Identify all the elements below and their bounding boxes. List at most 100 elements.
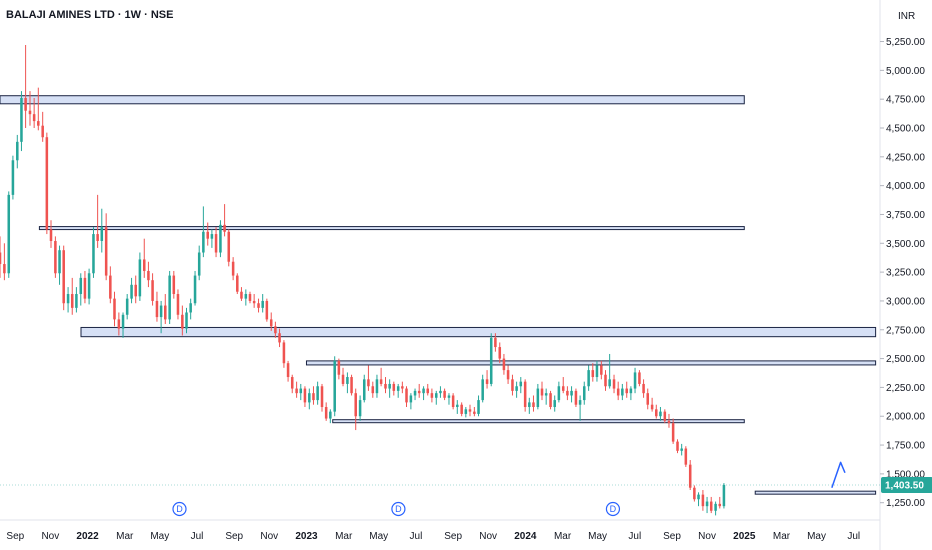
candle-up	[219, 224, 222, 253]
candle-up	[375, 379, 379, 394]
candle-up	[100, 227, 104, 241]
y-tick-label: 3,250.00	[886, 268, 925, 279]
dividend-marker	[172, 501, 187, 517]
candle-up	[189, 303, 192, 313]
y-tick-label: 2,500.00	[886, 354, 925, 365]
candle-up	[16, 141, 19, 161]
x-tick-label: 2022	[76, 531, 99, 542]
candle-down	[290, 377, 294, 389]
y-tick-label: 2,250.00	[886, 383, 925, 394]
candle-down	[155, 300, 159, 318]
price-zone	[305, 360, 877, 366]
candle-down	[498, 347, 502, 359]
candle-down	[684, 448, 688, 465]
candle-up	[299, 388, 303, 394]
candle-up	[7, 194, 11, 274]
x-tick-label: Nov	[41, 531, 59, 542]
y-tick-label: 1,500.00	[886, 469, 925, 480]
candle-down	[549, 393, 552, 408]
candle-up	[92, 234, 95, 274]
last-price-tag	[881, 477, 932, 494]
candle-down	[625, 388, 628, 394]
candle-down	[443, 390, 446, 398]
price-zone	[332, 419, 745, 424]
candle-down	[0, 252, 2, 265]
candle-down	[523, 381, 527, 408]
candle-up	[544, 393, 548, 396]
x-tick-label: 2023	[295, 531, 318, 542]
candle-down	[164, 305, 167, 320]
candle-down	[367, 379, 370, 387]
candle-down	[405, 388, 408, 403]
candle-up	[570, 390, 573, 396]
x-tick-label: Sep	[663, 531, 681, 542]
x-tick-label: Mar	[773, 531, 791, 542]
candle-up	[582, 386, 586, 401]
candle-down	[134, 284, 137, 297]
x-tick-label: Jul	[410, 531, 423, 542]
candle-up	[621, 388, 624, 396]
candle-down	[616, 388, 620, 396]
candle-down	[701, 494, 705, 507]
candle-up	[464, 409, 468, 414]
candle-down	[62, 250, 65, 304]
candle-down	[248, 294, 252, 301]
candle-down	[650, 404, 654, 410]
candle-down	[181, 314, 184, 329]
candle-down	[417, 390, 421, 394]
candle-up	[422, 388, 425, 394]
candle-up	[159, 305, 163, 318]
candle-down	[566, 390, 569, 396]
candle-down	[709, 501, 713, 511]
x-tick-label: May	[807, 531, 826, 542]
candle-up	[130, 284, 133, 299]
candle-up	[697, 494, 700, 500]
currency-label[interactable]: INR	[898, 11, 916, 22]
candle-down	[676, 441, 679, 451]
support-resistance-zones[interactable]	[0, 95, 877, 495]
candle-up	[659, 411, 662, 417]
candle-down	[688, 464, 692, 488]
candle-down	[113, 298, 116, 320]
time-axis[interactable]: Sep Nov 2022 Mar May Jul Sep Nov 2023 Mar May Jul Se…	[6, 531, 860, 542]
candle-down	[591, 370, 595, 378]
candle-down	[426, 388, 430, 394]
candle-down	[104, 227, 108, 276]
candle-down	[638, 372, 641, 384]
candle-down	[231, 261, 235, 276]
candle-down	[693, 487, 696, 500]
candle-down	[502, 358, 506, 371]
x-tick-label: 2024	[514, 531, 537, 542]
candle-down	[600, 365, 603, 375]
candle-down	[286, 363, 290, 378]
candle-down	[312, 393, 315, 401]
candle-up	[608, 379, 611, 387]
x-tick-label: 2025	[733, 531, 756, 542]
candle-down	[718, 503, 722, 507]
candle-down	[265, 300, 269, 320]
candle-down	[468, 409, 472, 412]
y-tick-label: 3,750.00	[886, 210, 925, 221]
candle-up	[439, 390, 442, 394]
x-tick-label: Nov	[479, 531, 497, 542]
candle-down	[83, 277, 87, 299]
candle-down	[646, 393, 650, 405]
candle-down	[240, 291, 243, 299]
candle-down	[32, 114, 36, 122]
x-tick-label: Nov	[260, 531, 278, 542]
candle-down	[49, 229, 53, 241]
candle-up	[447, 395, 451, 398]
candle-down	[172, 275, 176, 295]
y-tick-label: 4,750.00	[886, 95, 925, 106]
x-tick-label: Mar	[335, 531, 353, 542]
candle-down	[70, 294, 74, 308]
price-axis[interactable]: 5,250.00 5,000.00 4,750.00 4,500.00 4,250.00…	[880, 37, 932, 509]
candle-down	[41, 125, 44, 138]
candle-down	[320, 386, 324, 408]
candle-up	[413, 390, 417, 396]
grid	[0, 0, 881, 550]
x-tick-label: May	[150, 531, 169, 542]
candle-up	[185, 312, 188, 329]
candle-up	[121, 314, 125, 329]
